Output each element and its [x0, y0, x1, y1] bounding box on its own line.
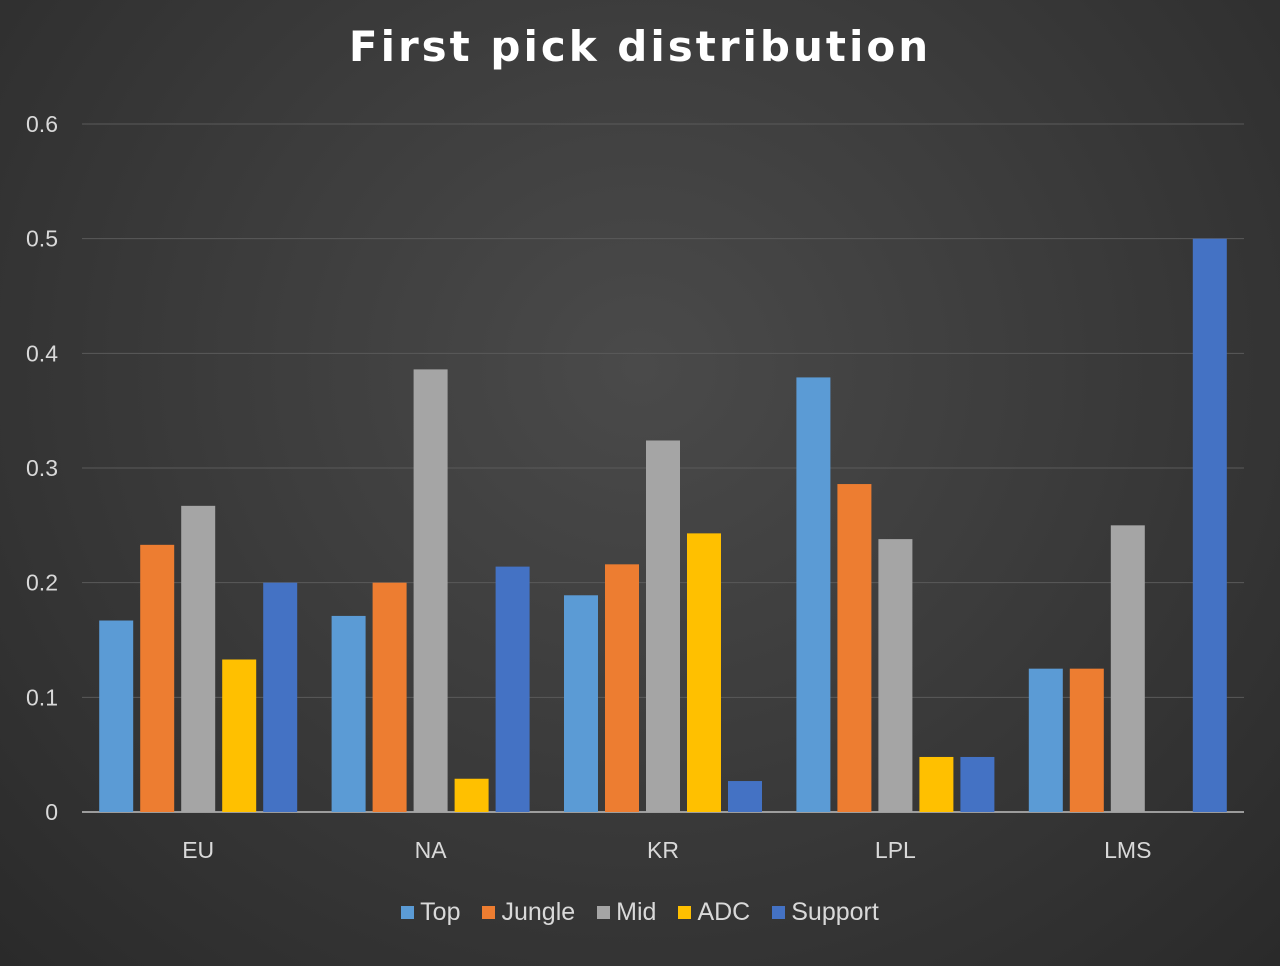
bar-support-lms	[1192, 238, 1227, 812]
bar-jungle-lpl	[837, 484, 872, 812]
y-tick-label: 0.5	[26, 226, 58, 252]
legend-swatch	[772, 906, 786, 919]
x-tick-label: KR	[647, 837, 679, 863]
y-tick-label: 0.1	[26, 684, 58, 710]
bar-mid-eu	[181, 505, 216, 812]
bar-top-eu	[99, 620, 134, 812]
bar-top-lpl	[796, 377, 831, 812]
bar-top-na	[331, 615, 366, 812]
legend: Top Jungle Mid ADC Support	[0, 898, 1280, 927]
y-tick-label: 0.6	[26, 111, 58, 137]
legend-item-adc: ADC	[678, 898, 750, 927]
bar-support-kr	[728, 781, 762, 812]
bar-support-eu	[263, 582, 298, 812]
bar-jungle-lms	[1069, 668, 1104, 812]
legend-item-mid: Mid	[597, 898, 656, 927]
legend-swatch	[401, 906, 415, 919]
chart-title: First pick distribution	[348, 22, 932, 71]
bar-mid-na	[413, 369, 448, 812]
legend-item-top: Top	[401, 898, 460, 927]
bar-top-lms	[1028, 668, 1063, 812]
bar-support-lpl	[960, 756, 995, 812]
legend-label: Top	[420, 898, 461, 926]
bar-adc-na	[454, 778, 489, 812]
legend-swatch	[597, 906, 611, 919]
bar-adc-lpl	[919, 756, 954, 812]
bar-top-kr	[564, 595, 598, 812]
legend-item-support: Support	[772, 898, 879, 927]
bar-adc-kr	[687, 533, 721, 812]
legend-label: Jungle	[501, 898, 576, 926]
bar-adc-eu	[222, 659, 257, 812]
x-tick-label: LMS	[1104, 837, 1151, 863]
y-tick-label: 0.3	[26, 455, 58, 481]
y-tick-label: 0.4	[26, 340, 58, 366]
bar-jungle-kr	[605, 564, 639, 812]
bar-jungle-eu	[140, 544, 175, 812]
legend-swatch	[482, 906, 496, 919]
bar-mid-kr	[646, 440, 680, 812]
y-tick-label: 0	[45, 799, 58, 825]
bar-jungle-na	[372, 582, 407, 812]
bar-support-na	[495, 566, 530, 812]
bar-mid-lpl	[878, 539, 913, 812]
y-tick-label: 0.2	[26, 570, 58, 596]
legend-label: ADC	[697, 898, 751, 926]
legend-label: Support	[791, 898, 879, 926]
legend-swatch	[678, 906, 692, 919]
x-tick-label: EU	[182, 837, 214, 863]
legend-label: Mid	[616, 898, 657, 926]
x-tick-label: NA	[415, 837, 448, 863]
x-tick-label: LPL	[875, 837, 916, 863]
legend-item-jungle: Jungle	[482, 898, 575, 927]
bar-mid-lms	[1110, 525, 1145, 812]
